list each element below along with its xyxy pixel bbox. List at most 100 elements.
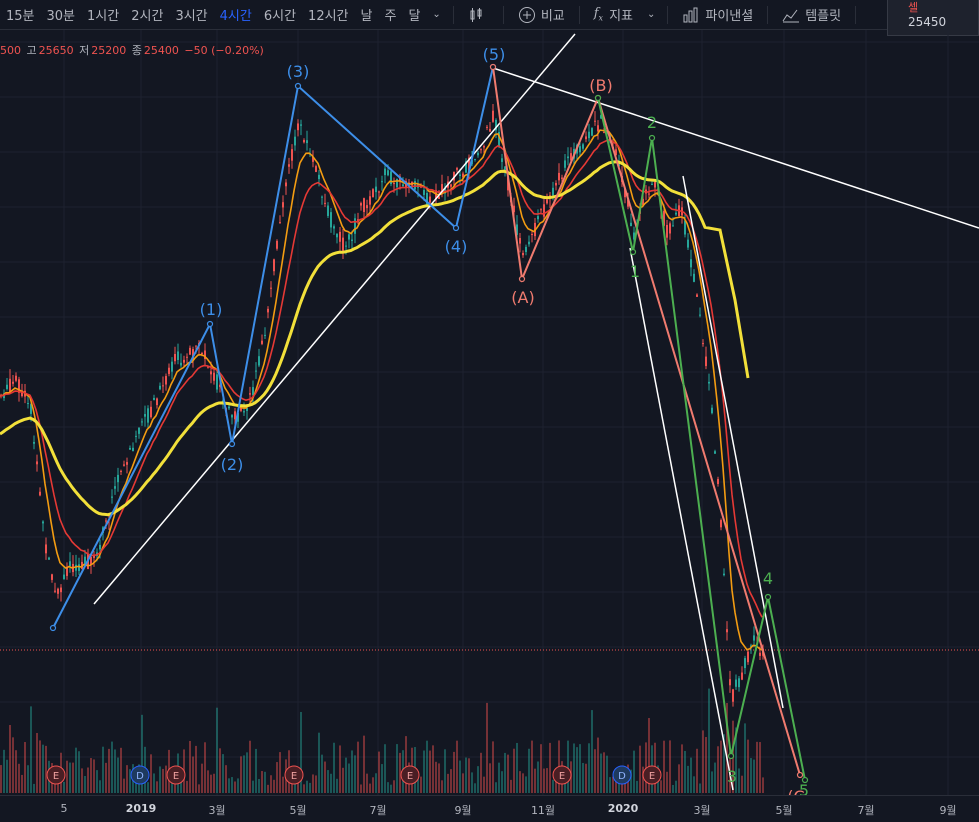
- toolbar-divider: [667, 5, 669, 24]
- volume-bar: [330, 773, 332, 793]
- wave-label: 4: [763, 569, 773, 588]
- volume-bar: [111, 741, 113, 793]
- candle-body: [90, 556, 92, 565]
- red-wave-line-node: [796, 771, 804, 779]
- candle-body: [186, 356, 188, 358]
- x-tick-label: 7월: [369, 804, 387, 817]
- chart-type-button[interactable]: [460, 7, 497, 23]
- volume-bar: [423, 750, 425, 793]
- candle-body: [423, 189, 425, 195]
- compare-button[interactable]: 비교: [510, 5, 573, 24]
- candle-body: [363, 198, 365, 212]
- timeframe-1[interactable]: 30분: [46, 9, 76, 24]
- volume-bar: [417, 772, 419, 793]
- volume-bar: [267, 784, 269, 793]
- volume-bar: [156, 781, 158, 793]
- volume-bar: [489, 763, 491, 793]
- candle-body: [591, 128, 593, 136]
- timeframe-8[interactable]: 날: [360, 9, 373, 24]
- toolbar-divider: [578, 5, 580, 24]
- chart-grid: [0, 30, 979, 795]
- wave-label: (5): [483, 45, 506, 64]
- volume-bar: [540, 744, 542, 793]
- candle-body: [672, 225, 674, 227]
- financials-button[interactable]: 파이낸셜: [674, 5, 761, 24]
- wave-label: (A): [511, 288, 534, 307]
- timeframe-10[interactable]: 달: [408, 9, 421, 24]
- volume-bar: [165, 765, 167, 793]
- candle-body: [180, 362, 182, 366]
- price-chart[interactable]: (1) (2) (3) (4) (5) (A) (B) 1 2 3 4 5(C E D E E E E D E: [0, 30, 979, 795]
- volume-bar: [666, 771, 668, 793]
- volume-bar: [588, 743, 590, 793]
- candle-body: [528, 241, 530, 245]
- candle-body: [129, 447, 131, 450]
- volume-bar: [333, 742, 335, 793]
- volume-bar: [123, 778, 125, 793]
- candle-body: [555, 182, 557, 186]
- time-axis[interactable]: 5 2019 3월 5월 7월 9월 11월 2020 3월 5월 7월 9월: [0, 795, 979, 822]
- x-tick-label: 9월: [939, 804, 957, 817]
- candle-body: [45, 544, 47, 554]
- candle-body: [627, 199, 629, 207]
- wave-labels: (1) (2) (3) (4) (5) (A) (B) 1 2 3 4 5(C: [200, 45, 809, 795]
- candle-body: [690, 259, 692, 268]
- timeframe-3[interactable]: 2시간: [131, 9, 164, 24]
- chevron-down-icon[interactable]: ⌄: [646, 9, 656, 20]
- timeframe-2[interactable]: 1시간: [87, 9, 120, 24]
- ohlc-legend: 500 고 25650 저 25200 종 25400 −50 (−0.20%): [0, 42, 266, 58]
- wave-label: 3: [727, 767, 737, 786]
- timeframe-4[interactable]: 3시간: [175, 9, 208, 24]
- candle-body: [624, 188, 626, 198]
- volume-bar: [726, 702, 728, 793]
- volume-bar: [135, 775, 137, 793]
- volume-bar: [213, 773, 215, 793]
- chevron-down-icon[interactable]: ⌄: [432, 9, 441, 20]
- volume-bar: [705, 737, 707, 793]
- candle-body: [231, 415, 233, 418]
- candle-body: [348, 234, 350, 240]
- timeframe-5[interactable]: 4시간: [219, 9, 252, 24]
- timeframe-6[interactable]: 6시간: [263, 9, 297, 24]
- candle-body: [651, 183, 653, 185]
- event-marker: [642, 765, 662, 785]
- volume-bar: [663, 740, 665, 793]
- candle-body: [486, 126, 488, 128]
- volume-bar: [537, 761, 539, 793]
- volume-bar: [738, 768, 740, 793]
- volume-bar: [741, 775, 743, 793]
- volume-bar: [261, 771, 263, 793]
- volume-bar: [249, 740, 251, 793]
- volume-bar: [690, 757, 692, 793]
- candle-body: [291, 149, 293, 161]
- volume-bar: [675, 780, 677, 793]
- timeframe-9[interactable]: 주: [384, 9, 397, 24]
- event-marker: [612, 765, 632, 785]
- sell-price-box[interactable]: 셀 25450: [887, 0, 979, 36]
- volume-bar: [105, 762, 107, 793]
- candle-body: [42, 521, 44, 524]
- green-wave-line: [597, 97, 806, 781]
- candle-body: [252, 387, 254, 396]
- event-letter: E: [291, 771, 297, 782]
- candle-body: [207, 366, 209, 368]
- volume-bar: [393, 780, 395, 793]
- templates-button[interactable]: 템플릿: [774, 5, 849, 24]
- toolbar-divider: [767, 5, 769, 24]
- volume-bar: [264, 771, 266, 793]
- candle-body: [63, 574, 65, 580]
- candle-body: [354, 218, 356, 234]
- volume-bar: [501, 771, 503, 793]
- volume-bar: [684, 750, 686, 793]
- indicators-button[interactable]: fx 지표: [586, 5, 641, 24]
- volume-bar: [231, 777, 233, 793]
- timeframe-0[interactable]: 15분: [6, 9, 35, 24]
- volume-bar: [75, 747, 77, 793]
- timeframe-7[interactable]: 12시간: [308, 9, 349, 24]
- blue-wave-line-node: [49, 624, 57, 632]
- volume-bar: [456, 740, 458, 793]
- wave-label: (3): [287, 62, 310, 81]
- ema-long-line: [0, 139, 763, 618]
- candle-body: [165, 376, 167, 385]
